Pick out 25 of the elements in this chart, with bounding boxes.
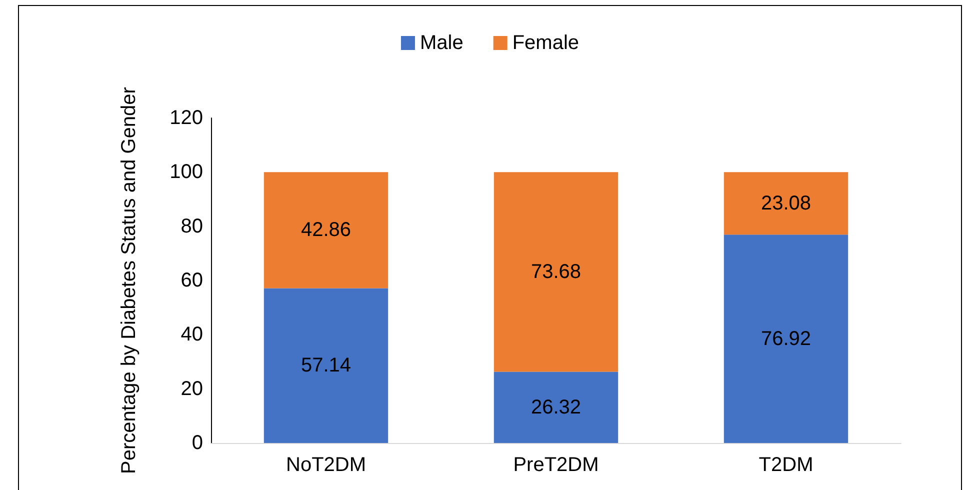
bar [724,172,848,235]
data-label: 26.32 [530,396,582,418]
data-label: 57.14 [300,354,352,377]
y-tick-label: 100 [170,161,203,184]
y-tick-label: 40 [180,324,203,346]
data-label: 42.86 [300,219,352,242]
bar [264,172,388,288]
legend-label: Female [512,32,580,54]
legend-label: Male [420,32,464,54]
y-axis-title: Percentage by Diabetes Status and Gender [118,86,140,474]
y-tick-label: 60 [180,270,203,292]
data-label: 76.92 [760,328,812,350]
y-tick-label: 120 [170,107,203,129]
bar [264,288,388,443]
x-tick-label: NoT2DM [286,454,366,476]
bar [724,234,848,443]
y-tick-label: 80 [180,215,203,238]
data-label: 23.08 [760,192,812,214]
y-tick-label: 20 [180,378,203,400]
data-label: 73.68 [530,260,582,283]
x-tick-label: PreT2DM [513,454,599,476]
bar [494,372,618,443]
y-tick-label: 0 [192,432,203,454]
bar [494,172,618,372]
x-tick-label: T2DM [758,454,814,476]
